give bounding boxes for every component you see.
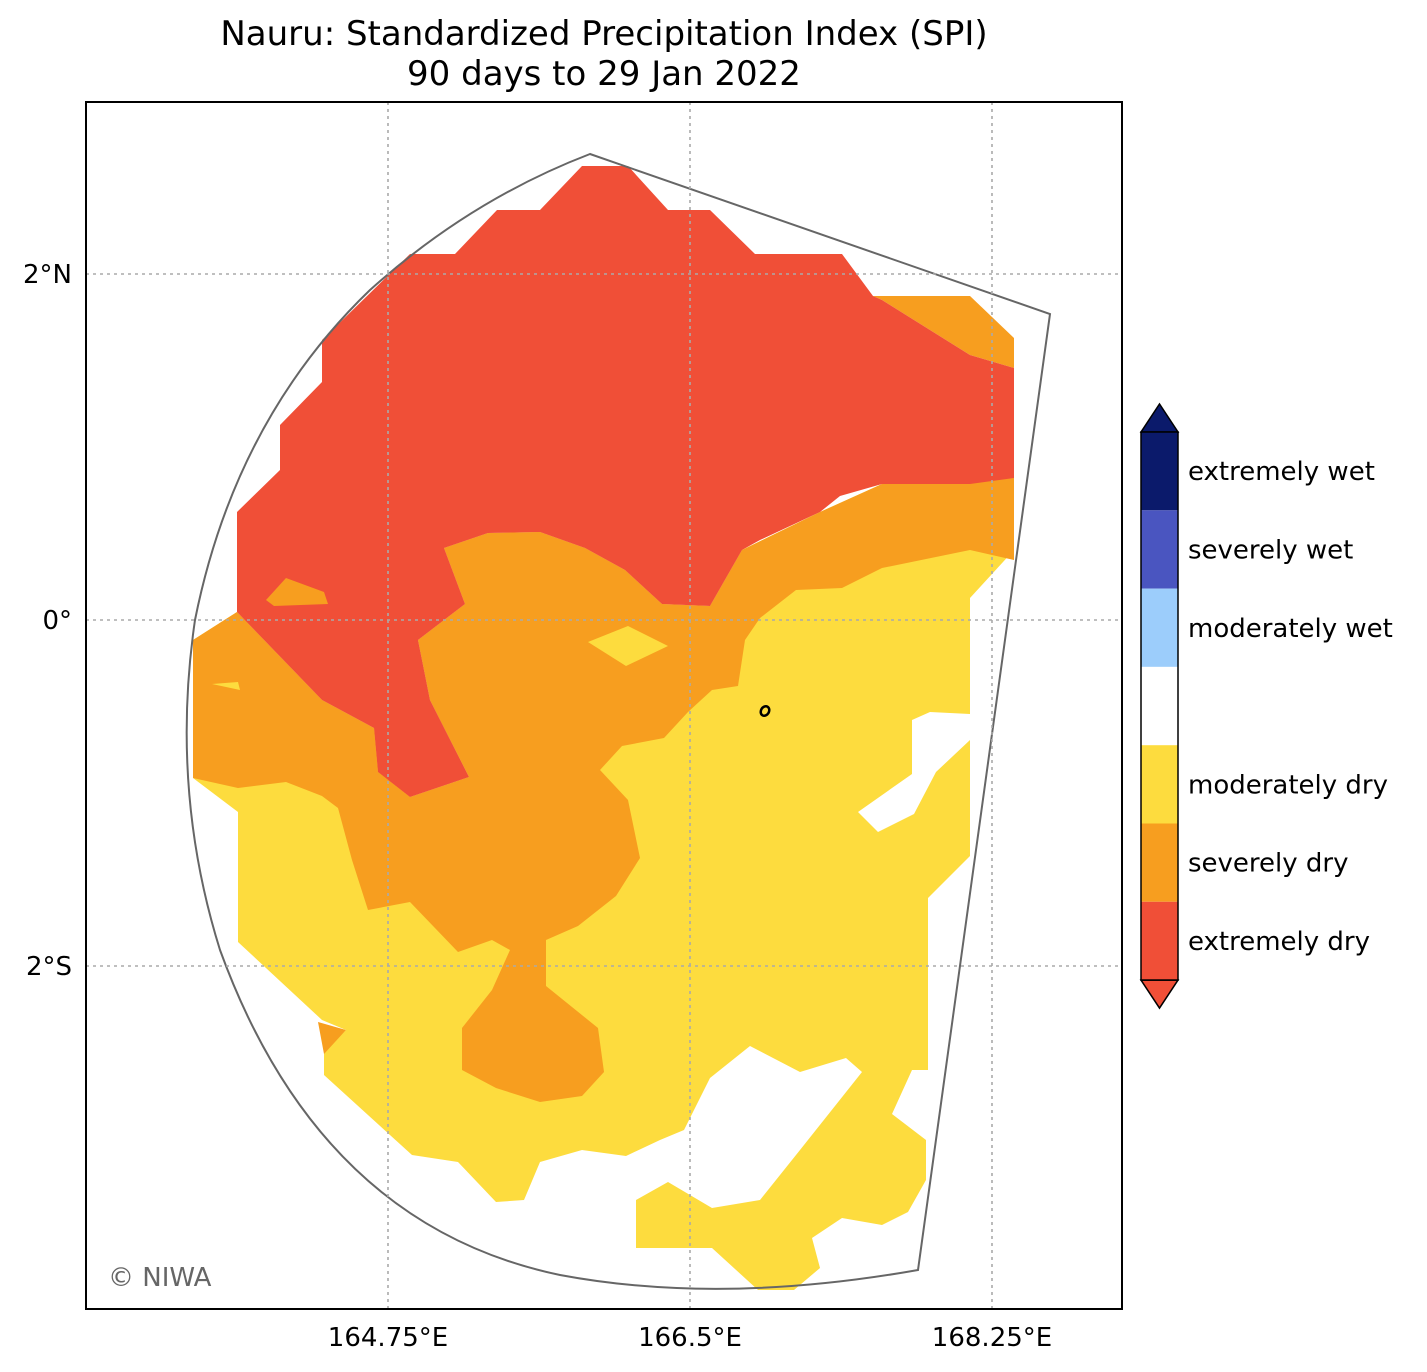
- map-frame: [85, 101, 1123, 1310]
- legend-swatch: [1141, 823, 1178, 902]
- legend-label: extremely wet: [1188, 457, 1375, 487]
- map-subtitle: 90 days to 29 Jan 2022: [407, 54, 801, 94]
- legend-swatch: [1141, 901, 1178, 981]
- legend-colorbar: extremely wet severely wet moderately wet m…: [1139, 402, 1393, 1010]
- legend-label: moderately dry: [1188, 770, 1388, 800]
- niwa-credit: © NIWA: [108, 1263, 212, 1293]
- map-title: Nauru: Standardized Precipitation Index …: [220, 14, 988, 54]
- x-tick-164-75: 164.75°E: [328, 1323, 448, 1353]
- x-tick-168-25: 168.25°E: [932, 1323, 1052, 1353]
- legend-label: extremely dry: [1188, 927, 1370, 957]
- spi-field: [193, 166, 1014, 1290]
- legend-swatch: [1141, 666, 1178, 746]
- moderately-dry-hole: [588, 626, 668, 666]
- legend-outline: [1140, 431, 1179, 981]
- legend-swatch: [1141, 745, 1178, 824]
- legend-label: severely wet: [1188, 535, 1353, 565]
- y-tick-0: 0°: [42, 606, 72, 636]
- x-tick-166-5: 166.5°E: [638, 1323, 742, 1353]
- severely-dry-region: [193, 478, 1014, 1102]
- extremely-dry-region: [237, 166, 1014, 797]
- legend-extend-top: [1139, 402, 1180, 433]
- legend-swatch: [1141, 432, 1178, 511]
- legend-label: severely dry: [1188, 849, 1349, 879]
- severely-dry-patch: [318, 1022, 346, 1054]
- legend-extend-bottom: [1139, 979, 1180, 1010]
- y-tick-2n: 2°N: [23, 260, 72, 290]
- severely-dry-band: [873, 296, 1014, 368]
- moderately-dry-hole-small: [212, 682, 240, 690]
- legend-swatch: [1141, 510, 1178, 589]
- y-tick-2s: 2°S: [26, 952, 72, 982]
- domain-boundary: [185, 152, 1052, 1290]
- legend-label: moderately wet: [1188, 614, 1393, 644]
- legend-swatch: [1141, 588, 1178, 667]
- contour-marker: [759, 704, 771, 718]
- gridlines: [86, 102, 1122, 1309]
- severely-dry-hole: [266, 578, 328, 606]
